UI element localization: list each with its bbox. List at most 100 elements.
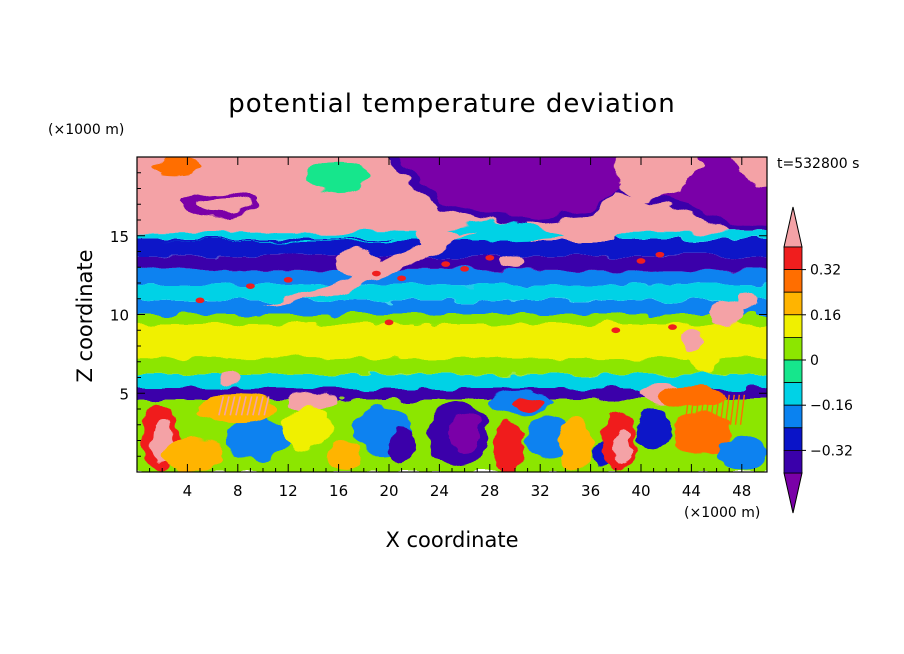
y-axis: 5 10 15 — [110, 172, 767, 457]
x-tick-label: 20 — [379, 482, 398, 500]
field-blob — [289, 391, 338, 411]
positive-blob-right — [709, 298, 745, 328]
colorbar-label: −0.32 — [810, 443, 853, 459]
x-unit-label: (×1000 m) — [684, 505, 760, 521]
y-tick-label: 5 — [119, 385, 129, 403]
x-tick-label: 28 — [480, 482, 499, 500]
field-blob — [523, 415, 570, 460]
gravity-wave-streak — [246, 396, 253, 416]
x-tick-label: 32 — [531, 482, 550, 500]
time-label: t=532800 s — [777, 156, 859, 172]
top-positive-pocket — [615, 157, 704, 202]
layer-upper-5 — [137, 238, 767, 257]
field-speck — [283, 277, 293, 283]
field-blob — [559, 418, 592, 469]
x-tick-label: 36 — [581, 482, 600, 500]
colorbar-swatch — [783, 291, 803, 316]
colorbar-swatch — [783, 246, 803, 271]
gravity-wave-streak — [704, 394, 710, 425]
gravity-wave-streak — [218, 396, 225, 416]
field-speck — [485, 254, 495, 261]
layer-upper-1 — [137, 300, 767, 315]
colorbar-min-arrow — [783, 472, 803, 514]
layer-transition — [137, 374, 767, 389]
x-tick-label: 48 — [732, 482, 751, 500]
field-speck — [195, 297, 205, 304]
field-blob — [637, 407, 670, 449]
colorbar-swatch — [783, 449, 803, 474]
y-axis-label: Z coordinate — [73, 249, 97, 382]
field-blob — [449, 410, 480, 452]
colorbar-label: 0 — [810, 353, 819, 369]
y-tick-label: 15 — [110, 228, 129, 246]
gravity-wave-streak — [223, 396, 230, 416]
field-blob — [336, 248, 379, 277]
gravity-wave-streak — [257, 396, 264, 416]
field-blob — [680, 328, 703, 351]
gravity-wave-streak — [699, 394, 705, 425]
field-speck — [636, 258, 646, 264]
field-speck — [371, 270, 381, 277]
x-axis-label: X coordinate — [385, 528, 518, 552]
field-speck — [441, 261, 451, 267]
field-blob — [501, 253, 524, 269]
top-right-positive — [732, 157, 767, 189]
gravity-wave-streak — [739, 394, 746, 425]
gravity-wave-streak — [263, 396, 270, 416]
layer-upper-3 — [137, 270, 767, 285]
colorbar-swatch — [783, 382, 803, 406]
field-blob — [327, 442, 363, 471]
gravity-wave-streak — [689, 394, 695, 425]
field-blob — [307, 161, 371, 191]
gravity-wave-streak — [229, 396, 236, 416]
gravity-wave-streak — [719, 394, 725, 425]
field-blob — [735, 294, 761, 310]
y-tick-label: 10 — [110, 307, 129, 325]
colorbar-label: 0.32 — [810, 263, 841, 279]
field-blob — [414, 226, 460, 249]
field-blob — [226, 416, 287, 461]
x-tick-label: 12 — [279, 482, 298, 500]
field-blob — [281, 407, 333, 449]
x-tick-label: 16 — [329, 482, 348, 500]
field-blob — [494, 421, 523, 472]
colorbar: 0.32 0.16 0 −0.16 −0.32 — [783, 206, 853, 514]
gravity-wave-streak — [724, 394, 730, 425]
field-blob — [197, 196, 253, 213]
gravity-wave-streak — [729, 394, 735, 425]
x-tick-label: 44 — [682, 482, 701, 500]
gravity-wave-streak — [252, 396, 259, 416]
gravity-wave-streak — [684, 394, 690, 425]
field-blob — [162, 437, 226, 469]
plot-area — [137, 157, 767, 472]
layer-upper-4 — [137, 256, 767, 271]
x-tick-label: 24 — [430, 482, 449, 500]
colorbar-swatch — [783, 314, 803, 338]
x-tick-label: 40 — [631, 482, 650, 500]
field-blob — [614, 429, 633, 465]
colorbar-label: 0.16 — [810, 308, 841, 324]
colorbar-swatch — [783, 427, 803, 451]
field-blob — [688, 342, 720, 375]
gravity-wave-streak — [694, 394, 700, 425]
layer-mid-core — [137, 323, 767, 359]
field-blob — [220, 368, 243, 387]
field-speck — [245, 283, 255, 289]
layer-upper-2 — [137, 284, 767, 301]
field-blob — [512, 397, 543, 411]
x-tick-label: 4 — [183, 482, 193, 500]
field-speck — [668, 324, 677, 330]
x-tick-label: 8 — [233, 482, 243, 500]
colorbar-max-arrow — [783, 206, 803, 248]
field-speck — [397, 275, 407, 282]
gravity-wave-streak — [734, 394, 740, 425]
y-unit-label: (×1000 m) — [48, 122, 124, 138]
chart-title: potential temperature deviation — [228, 89, 675, 119]
x-axis: 4 8 12 16 20 24 28 32 36 40 44 48 — [149, 157, 755, 500]
colorbar-swatch — [783, 336, 803, 361]
colorbar-swatch — [783, 359, 803, 384]
field-speck — [460, 265, 470, 272]
field-speck — [655, 251, 665, 258]
gravity-wave-streak — [714, 394, 720, 425]
